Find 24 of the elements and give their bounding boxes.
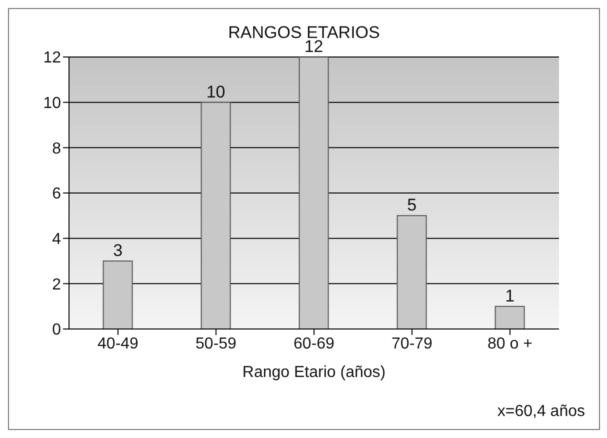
x-tick-label: 70-79: [392, 335, 433, 352]
bar: [494, 306, 525, 329]
y-tick-label: 4: [52, 231, 62, 248]
bar: [396, 215, 427, 329]
data-label: 12: [304, 37, 324, 56]
x-tick-label: 80 o +: [488, 335, 532, 352]
data-label: 1: [505, 286, 515, 306]
y-tick-label: 12: [43, 50, 62, 67]
bar: [298, 57, 329, 329]
y-tick-label: 2: [52, 276, 62, 294]
bar: [200, 102, 231, 329]
y-tick-label: 0: [52, 322, 62, 339]
x-axis-title: Rango Etario (años): [242, 364, 386, 381]
y-tick-label: 10: [43, 95, 62, 112]
text: x=60,4 años: [497, 403, 585, 421]
y-tick-label: 6: [52, 186, 62, 203]
x-tick-label: 60-69: [294, 335, 335, 352]
bar: [102, 260, 133, 329]
data-label: 5: [407, 196, 417, 215]
y-tick-label: 8: [52, 140, 62, 158]
x-tick-label: 40-49: [98, 335, 139, 352]
data-label: 3: [113, 241, 123, 260]
x-tick-label: 50-59: [196, 335, 237, 352]
data-label: 10: [206, 82, 226, 102]
